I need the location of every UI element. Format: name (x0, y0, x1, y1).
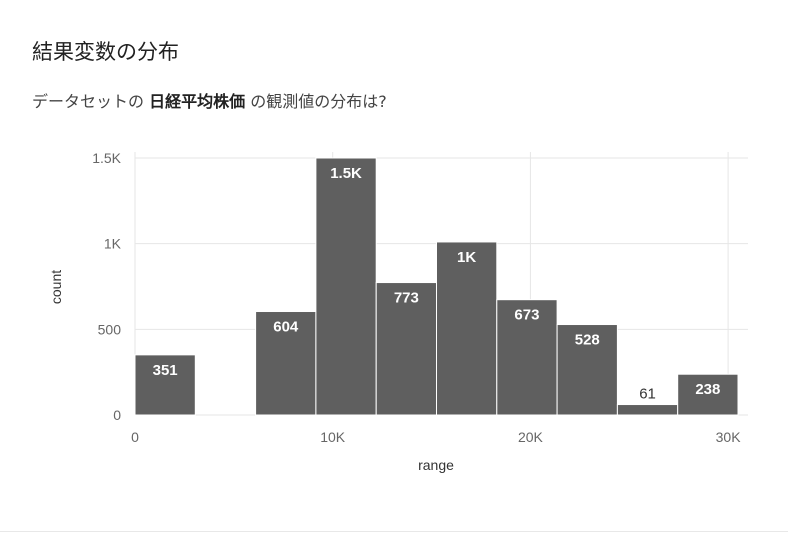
section-title: 結果変数の分布 (32, 40, 179, 64)
histogram-bar (616, 404, 679, 416)
question-prefix: データセットの (32, 92, 150, 111)
x-axis-label: range (418, 457, 454, 473)
histogram-bar (375, 282, 438, 416)
dataset-name: 日経平均株価 (149, 92, 246, 111)
y-tick-label: 500 (98, 321, 122, 337)
bar-value-label: 238 (695, 381, 720, 398)
histogram-bar (436, 241, 498, 416)
bar-value-label: 351 (153, 362, 178, 379)
x-tick-label: 10K (320, 429, 346, 445)
bar-value-label: 673 (514, 307, 539, 324)
bar-value-label: 528 (575, 332, 600, 349)
histogram-bar (496, 299, 558, 416)
histogram-bar (255, 311, 317, 416)
histogram-bar (677, 373, 739, 416)
y-tick-label: 1.5K (92, 150, 121, 166)
y-tick-label: 1K (104, 236, 122, 252)
bar-value-label: 1.5K (330, 165, 362, 182)
bar-value-label: 1K (457, 249, 476, 266)
x-tick-label: 20K (518, 429, 544, 445)
divider (0, 531, 788, 532)
x-tick-label: 30K (716, 429, 742, 445)
question-suffix: の観測値の分布は? (245, 92, 387, 111)
bar-value-label: 773 (394, 290, 419, 307)
histogram-bar (315, 157, 377, 416)
bar-value-label: 61 (639, 386, 656, 403)
y-tick-label: 0 (113, 407, 121, 423)
y-axis-label: count (48, 270, 64, 304)
histogram-bar (134, 354, 196, 416)
histogram-bar (556, 324, 618, 416)
x-tick-label: 0 (131, 429, 139, 445)
bar-value-label: 604 (273, 319, 299, 336)
question-text: データセットの 日経平均株価 の観測値の分布は? (32, 88, 387, 112)
